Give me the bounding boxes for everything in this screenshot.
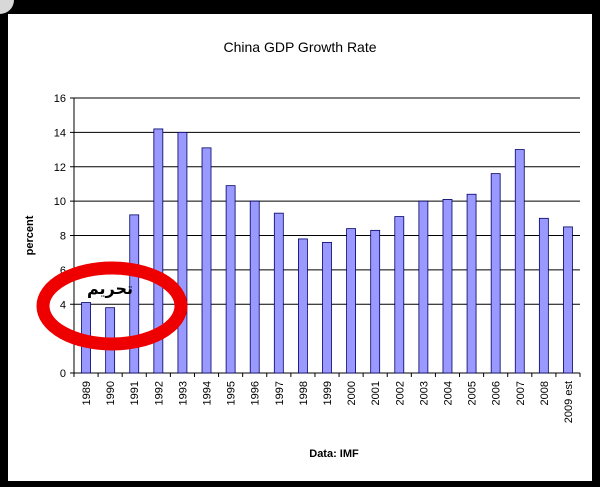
bar-1993 <box>177 131 188 374</box>
corner-decoration <box>0 0 14 14</box>
bar-1994 <box>201 147 212 374</box>
y-tick-label: 4 <box>60 299 66 311</box>
y-tick-label: 14 <box>54 127 66 139</box>
x-tick-label: 2005 <box>467 381 479 405</box>
y-axis-label: percent <box>24 215 36 255</box>
bar-2008 <box>538 217 549 374</box>
bar-1996 <box>249 200 260 374</box>
x-tick-label: 1993 <box>177 381 189 405</box>
bar-2002 <box>394 216 405 374</box>
x-tick-label: 2006 <box>491 381 503 405</box>
y-tick-label: 10 <box>54 196 66 208</box>
x-tick-label: 1990 <box>105 381 117 405</box>
x-tick-label: 1999 <box>322 381 334 405</box>
red-circle-highlight <box>36 261 188 351</box>
x-tick-label: 1997 <box>274 381 286 405</box>
bar-1998 <box>298 238 308 374</box>
x-tick-label: 2003 <box>418 381 430 405</box>
x-tick-label: 1995 <box>226 381 238 405</box>
x-tick-label: 2007 <box>515 381 527 405</box>
bar-2004 <box>442 199 453 374</box>
x-tick-label: 1991 <box>129 381 141 405</box>
chart-title: China GDP Growth Rate <box>223 39 376 55</box>
bar-2005 <box>466 193 477 374</box>
x-tick-label: 2001 <box>370 381 382 405</box>
x-tick-label: 1996 <box>250 381 262 405</box>
y-tick-label: 12 <box>54 162 66 174</box>
annotation-text: تحريم <box>87 279 133 298</box>
bar-2007 <box>514 149 525 374</box>
bar-1997 <box>273 212 284 374</box>
bar-1995 <box>225 185 236 374</box>
x-tick-label: 1989 <box>81 381 93 405</box>
bar-1992 <box>153 128 164 374</box>
bar-2003 <box>418 200 429 374</box>
bar-2006 <box>490 173 501 374</box>
x-tick-label: 2009 est <box>563 381 575 423</box>
x-tick-label: 1992 <box>153 381 165 405</box>
bar-1991 <box>129 214 140 374</box>
x-axis-label: Data: IMF <box>309 448 359 460</box>
bar-2001 <box>370 229 381 374</box>
bar-2009-est <box>563 226 573 374</box>
bar-2000 <box>346 228 356 374</box>
x-tick-label: 1994 <box>202 381 214 405</box>
x-tick-label: 2008 <box>539 381 551 405</box>
x-tick-label: 2004 <box>442 381 454 405</box>
y-tick-label: 6 <box>60 265 66 277</box>
x-tick-label: 1998 <box>298 381 310 405</box>
x-tick-label: 2002 <box>394 381 406 405</box>
y-tick-label: 16 <box>54 93 66 105</box>
chart: China GDP Growth Rate 0 4 6 8 10 12 14 16 percent… <box>24 39 581 460</box>
y-tick-label: 8 <box>60 231 66 243</box>
x-tick-label: 2000 <box>346 381 358 405</box>
bar-1999 <box>322 241 332 374</box>
y-tick-label: 0 <box>60 368 66 380</box>
chart-frame: China GDP Growth Rate 0 4 6 8 10 12 14 16 percent… <box>8 14 592 481</box>
